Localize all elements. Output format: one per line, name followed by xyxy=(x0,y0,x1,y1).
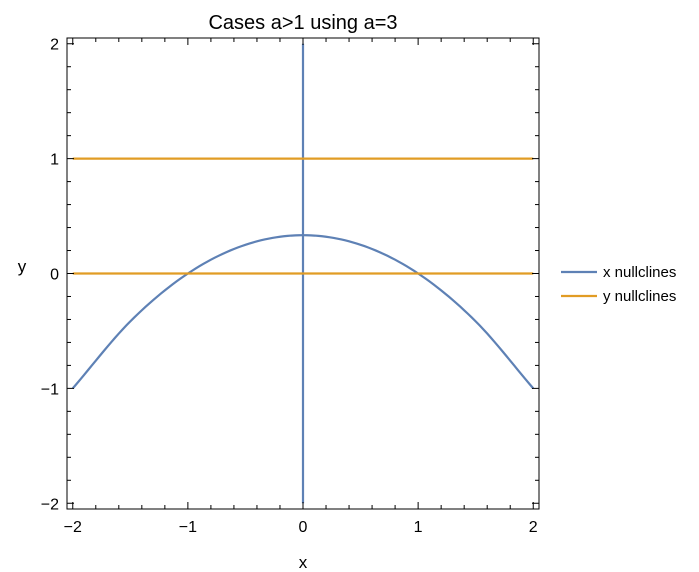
y-tick-label: 1 xyxy=(50,152,59,169)
series-layer xyxy=(71,43,535,504)
x-tick-label: 1 xyxy=(414,519,423,536)
axis-ticks: −2 −1 0 1 2 −2 −1 0 1 2 xyxy=(41,37,539,536)
legend-label-1: y nullclines xyxy=(603,288,676,305)
x-tick-label: −2 xyxy=(64,519,82,536)
y-tick-label: −2 xyxy=(41,496,59,513)
x-axis-label: x xyxy=(299,553,308,572)
x-tick-label: 2 xyxy=(529,519,538,536)
y-axis-label: y xyxy=(18,257,27,276)
y-tick-label: −1 xyxy=(41,381,59,398)
y-tick-label: 0 xyxy=(50,267,59,284)
x-tick-label: 0 xyxy=(299,519,308,536)
series-1 xyxy=(72,157,534,275)
legend: x nullclines y nullclines xyxy=(561,264,676,305)
legend-label-0: x nullclines xyxy=(603,264,676,281)
y-tick-label: 2 xyxy=(50,37,59,54)
x-tick-label: −1 xyxy=(179,519,197,536)
chart-title: Cases a>1 using a=3 xyxy=(208,12,397,34)
